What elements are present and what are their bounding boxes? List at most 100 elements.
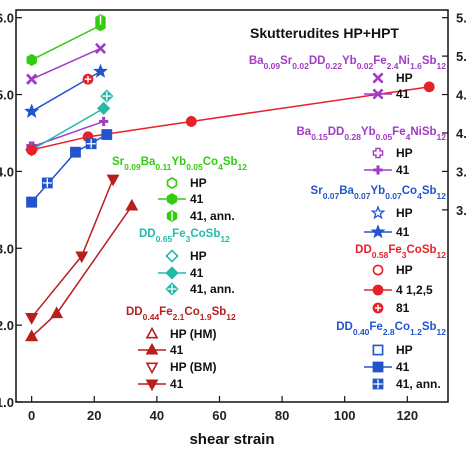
x-tick-label: 100 <box>334 408 356 423</box>
legend-marker <box>165 249 179 263</box>
legend-marker <box>372 147 384 159</box>
legend-formula: Sr0.07Ba0.07Yb0.07Co4Sb12 <box>311 185 447 201</box>
legend-formula: DD0.40Fe2.8Co1.2Sb12 <box>336 321 446 337</box>
legend: Ba0.09Sr0.02DD0.22Yb0.02Fe2.4Ni1.6Sb12HP… <box>112 55 447 392</box>
legend-marker <box>372 284 384 296</box>
legend-marker <box>145 326 159 339</box>
y-tick-label: 5.0 <box>0 88 14 103</box>
legend-label: 41 <box>190 266 204 280</box>
series-line <box>31 86 430 151</box>
data-point <box>25 329 39 342</box>
legend-formula: Sr0.09Ba0.11Yb0.05Co4Sb12 <box>112 156 247 172</box>
data-point <box>82 73 94 85</box>
legend-label: 4 1,2,5 <box>396 283 433 297</box>
legend-label: HP <box>396 71 413 85</box>
x-ticks: 0 20 40 60 80 100 120 <box>28 396 418 423</box>
x-tick-label: 40 <box>150 408 164 423</box>
legend-formula: Ba0.15DD0.28Yb0.05Fe4NiSb12 <box>297 126 447 142</box>
x-tick-label: 20 <box>87 408 101 423</box>
y-right-tick-label: 3. <box>456 164 467 179</box>
legend-marker <box>166 209 178 223</box>
legend-label: 41, ann. <box>396 377 441 391</box>
data-point <box>50 306 64 319</box>
legend-label: 41, ann. <box>190 209 235 223</box>
legend-marker <box>372 88 384 100</box>
x-tick-label: 60 <box>212 408 226 423</box>
legend-marker <box>165 266 179 280</box>
legend-label: HP <box>190 249 207 263</box>
legend-marker <box>372 344 384 356</box>
y-right-tick-label: 4. <box>456 126 467 141</box>
data-point <box>85 138 97 150</box>
legend-label: 41 <box>396 87 410 101</box>
x-tick-label: 120 <box>396 408 418 423</box>
legend-label: 81 <box>396 301 410 315</box>
y-tick-label: 3.0 <box>0 241 14 256</box>
legend-label: 41, ann. <box>190 282 235 296</box>
series-line <box>31 205 133 338</box>
legend-label: 41 <box>396 225 410 239</box>
data-point <box>75 251 89 264</box>
y-ticks-right: 5. 5. 4. 4. 3. 3. <box>442 11 467 218</box>
legend-marker <box>145 342 159 355</box>
legend-marker <box>372 378 384 390</box>
y-tick-label: 4.0 <box>0 164 14 179</box>
legend-formula: Ba0.09Sr0.02DD0.22Yb0.02Fe2.4Ni1.6Sb12 <box>249 55 446 71</box>
legend-label: 41 <box>396 360 410 374</box>
data-point <box>106 174 120 187</box>
legend-label: HP (BM) <box>170 360 216 374</box>
y-right-tick-label: 5. <box>456 49 467 64</box>
legend-marker <box>166 192 178 206</box>
y-tick-label: 2.0 <box>0 318 14 333</box>
data-point <box>95 13 106 27</box>
legend-marker <box>372 302 384 314</box>
y-right-tick-label: 5. <box>456 11 467 26</box>
legend-label: HP <box>396 343 413 357</box>
data-point <box>423 81 435 93</box>
data-point <box>185 116 197 127</box>
legend-label: HP <box>396 206 413 220</box>
plot-frame <box>15 9 449 403</box>
data-point <box>93 63 108 78</box>
legend-label: 41 <box>170 377 184 391</box>
data-point <box>101 129 113 140</box>
data-point <box>95 42 107 54</box>
legend-marker <box>370 205 386 220</box>
series-line <box>31 107 105 151</box>
legend-marker <box>373 165 383 175</box>
legend-label: HP <box>190 176 207 190</box>
data-point <box>97 101 111 116</box>
data-point <box>26 144 38 156</box>
y-right-tick-label: 3. <box>456 203 467 218</box>
legend-marker <box>145 379 159 392</box>
legend-marker <box>372 361 384 373</box>
data-point <box>99 116 109 127</box>
data-point <box>41 177 53 189</box>
legend-marker <box>166 176 178 190</box>
series-line <box>31 47 101 80</box>
data-point <box>24 103 40 118</box>
data-point <box>70 146 81 158</box>
legend-label: HP (HM) <box>170 327 216 341</box>
series-line <box>31 24 101 61</box>
legend-formula: DD0.65Fe3CoSb12 <box>139 228 230 244</box>
data-point <box>25 312 39 325</box>
series-layer <box>24 13 435 342</box>
legend-formula: DD0.58Fe3CoSb12 <box>355 244 446 260</box>
y-right-tick-label: 4. <box>456 88 467 103</box>
legend-marker <box>370 224 386 239</box>
data-point <box>100 89 114 103</box>
x-tick-label: 80 <box>275 408 289 423</box>
data-point <box>125 198 139 211</box>
legend-label: HP <box>396 263 413 277</box>
legend-label: 41 <box>170 343 184 357</box>
x-tick-label: 0 <box>28 408 35 423</box>
legend-marker <box>372 264 384 276</box>
legend-marker <box>145 362 159 375</box>
legend-label: 41 <box>396 163 410 177</box>
legend-label: 41 <box>190 192 204 206</box>
x-axis-label: shear strain <box>189 431 274 448</box>
legend-label: HP <box>396 146 413 160</box>
legend-marker <box>165 282 179 296</box>
